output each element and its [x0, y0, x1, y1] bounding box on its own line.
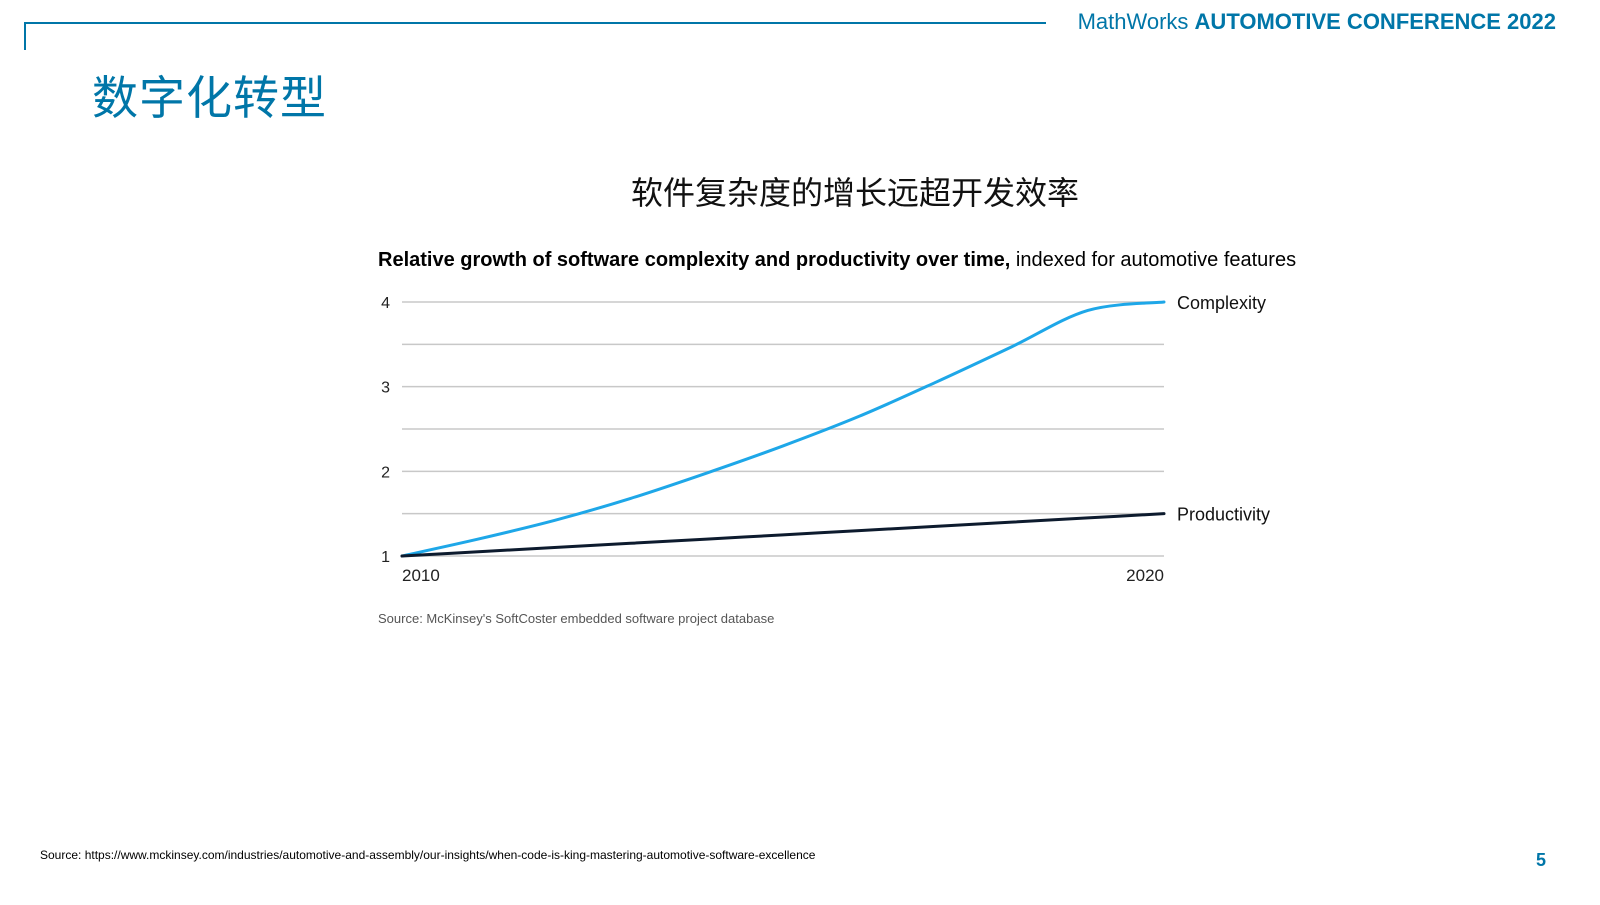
conference-header: MathWorks AUTOMOTIVE CONFERENCE 2022: [1078, 9, 1556, 35]
y-tick-label: 3: [381, 380, 390, 397]
x-tick-label: 2010: [402, 566, 440, 585]
chart-title-bold: Relative growth of software complexity a…: [378, 249, 1010, 271]
chart-source: Source: McKinsey's SoftCoster embedded s…: [378, 611, 774, 626]
chart-heading: 软件复杂度的增长远超开发效率: [630, 174, 1079, 212]
header-corner-tick: [24, 22, 26, 50]
x-tick-label: 2020: [1126, 566, 1164, 585]
y-axis-ticks: 1 2 3 4: [381, 295, 390, 566]
header-rule: [24, 22, 1046, 24]
footer-source: Source: https://www.mckinsey.com/industr…: [40, 848, 816, 862]
y-tick-label: 4: [381, 295, 390, 312]
chart-title-regular: indexed for automotive features: [1010, 249, 1296, 271]
series-line-complexity: [400, 300, 1166, 558]
x-axis-ticks: 2010 2020: [402, 566, 1164, 585]
series-labels: Complexity Productivity: [1177, 293, 1270, 525]
conference-name: AUTOMOTIVE CONFERENCE 2022: [1194, 9, 1556, 34]
series-lines: [400, 300, 1166, 558]
chart-title: Relative growth of software complexity a…: [378, 249, 1296, 271]
series-line-productivity: [400, 512, 1166, 558]
series-label-complexity: Complexity: [1177, 293, 1266, 313]
slide-title: 数字化转型: [92, 71, 327, 125]
series-label-productivity: Productivity: [1177, 505, 1270, 525]
page-number: 5: [1535, 850, 1546, 870]
y-tick-label: 2: [381, 464, 390, 481]
grid-lines: [402, 301, 1164, 557]
y-tick-label: 1: [381, 549, 390, 566]
brand-name: MathWorks: [1077, 9, 1189, 34]
